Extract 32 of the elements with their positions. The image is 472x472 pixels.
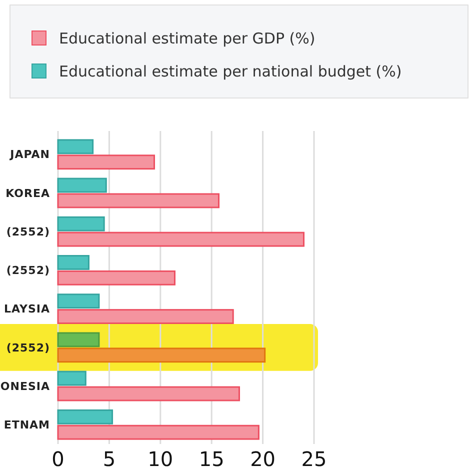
y-tick-label: ONESIA	[0, 380, 50, 393]
x-tick-label: 5	[102, 447, 116, 471]
x-tick-label: 10	[148, 447, 174, 471]
y-tick-label: (2552)	[6, 225, 50, 238]
x-tick-label: 20	[250, 447, 276, 471]
bar	[57, 409, 114, 424]
y-tick-label: LAYSIA	[4, 302, 50, 316]
bar	[57, 309, 234, 324]
y-tick-label: (2552)	[6, 264, 50, 278]
bar	[57, 424, 260, 440]
bar	[57, 232, 305, 247]
bar	[57, 139, 94, 154]
bar	[57, 294, 100, 309]
y-tick-label: (2552)	[6, 341, 50, 354]
y-tick-label: ETNAM	[4, 418, 50, 432]
x-tick-label: 25	[301, 447, 327, 471]
x-tick-label: 15	[198, 447, 224, 471]
bar	[57, 154, 156, 170]
bar	[57, 348, 266, 363]
legend-label: Educational estimate per national budget (%)	[59, 62, 402, 80]
legend-label: Educational estimate per GDP (%)	[59, 29, 316, 48]
y-tick-label: KOREA	[6, 186, 50, 200]
bar	[57, 370, 86, 386]
bar	[57, 216, 105, 232]
x-tick-label: 0	[52, 447, 64, 471]
bar	[57, 270, 176, 286]
bar	[57, 332, 100, 348]
bar	[57, 178, 107, 193]
bar	[57, 193, 220, 208]
bar	[57, 386, 240, 402]
bar	[57, 255, 90, 270]
y-tick-label: JAPAN	[9, 148, 50, 162]
